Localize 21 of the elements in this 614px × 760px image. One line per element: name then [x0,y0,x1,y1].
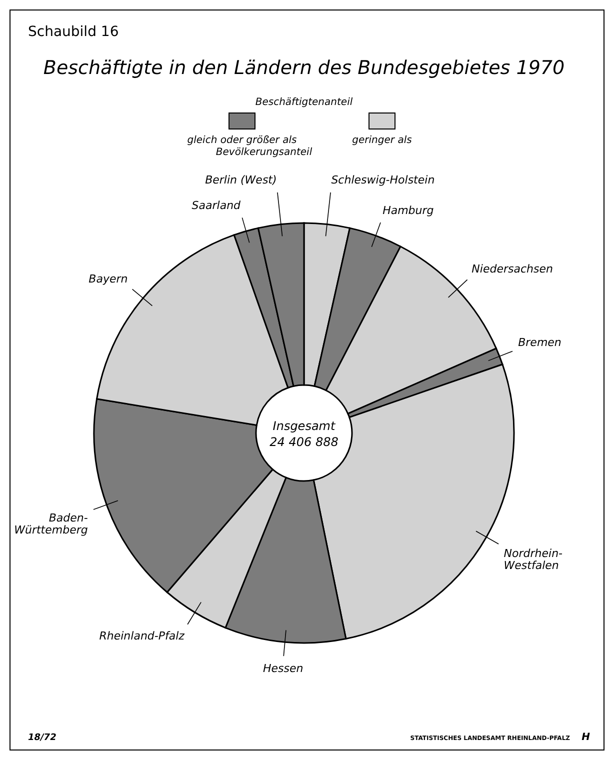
slice-label: Nordrhein-Westfalen [504,546,563,572]
text: Schaubild 16 [28,24,119,40]
text: Bevölkerungsanteil [216,147,312,158]
slice-label: Hessen [262,662,304,676]
text: geringer als [352,135,412,146]
slice-label: Hamburg [382,204,434,217]
slice-label: Niedersachsen [472,262,553,276]
text: Insgesamt [272,419,336,433]
legend-title: Beschäftigtenanteil [255,97,353,108]
text: gleich oder größer als [187,135,297,146]
text: 18/72 [28,733,56,743]
slice-label: Berlin (West) [205,174,277,186]
slice-label: Rheinland-Pfalz [99,629,185,642]
slice-label: Saarland [192,198,242,212]
slice-label: Bayern [88,272,128,286]
slice-label: Bremen [518,336,562,350]
chart-title: Beschäftigte in den Ländern des Bundesgebietes 1970 [43,57,565,79]
slice-label: Schleswig-Holstein [331,174,435,186]
slice-label: Baden-Württemberg [14,512,88,537]
text: H [582,732,591,743]
text: 24 406 888 [270,435,339,449]
